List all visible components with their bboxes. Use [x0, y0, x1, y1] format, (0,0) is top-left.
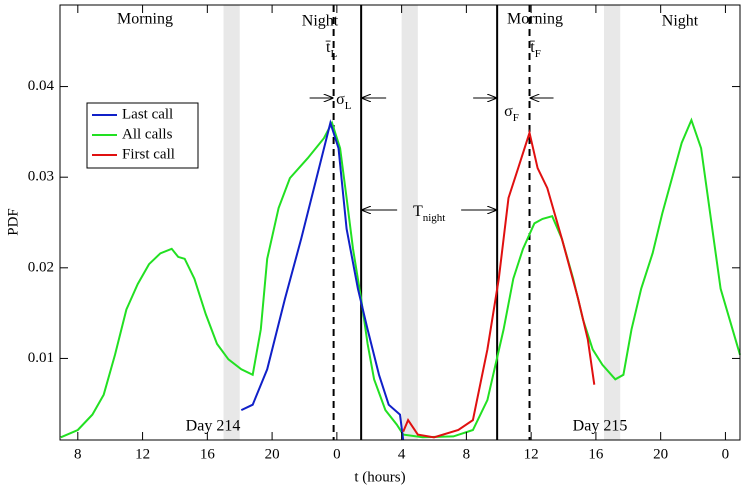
- legend-label: Last call: [122, 106, 173, 122]
- annotation-subscript: L: [345, 100, 352, 112]
- legend-label: All calls: [122, 126, 173, 142]
- annotation: t̄F: [529, 39, 540, 60]
- shaded-band: [604, 5, 621, 440]
- y-tick-label: 0.04: [28, 78, 55, 94]
- x-tick-label: 0: [722, 446, 730, 462]
- annotation: Day 214: [186, 418, 241, 435]
- x-axis-label: t (hours): [354, 469, 405, 485]
- series-line: [402, 129, 596, 439]
- x-tick-label: 4: [398, 446, 406, 462]
- annotation-subscript: L: [330, 48, 337, 60]
- x-tick-label: 20: [265, 446, 280, 462]
- annotation: σF: [504, 103, 519, 124]
- y-tick-label: 0.02: [28, 259, 54, 275]
- y-tick-label: 0.01: [28, 350, 54, 366]
- annotation: Day 215: [573, 418, 628, 435]
- annotation-symbol: t̄: [325, 39, 331, 56]
- x-tick-label: 20: [653, 446, 668, 462]
- y-axis-label: PDF: [5, 208, 21, 236]
- x-tick-label: 12: [135, 446, 150, 462]
- series-line: [240, 119, 405, 441]
- annotation-symbol: σ: [336, 91, 345, 108]
- annotation-symbol: T: [413, 203, 423, 220]
- series-line: [60, 117, 741, 439]
- legend-label: First call: [122, 146, 175, 162]
- shaded-band: [401, 5, 418, 440]
- x-tick-label: 12: [524, 446, 539, 462]
- annotation: t̄L: [325, 39, 337, 60]
- x-tick-label: 8: [74, 446, 82, 462]
- annotation: Night: [662, 13, 699, 30]
- shaded-band: [223, 5, 240, 440]
- annotation-symbol: σ: [504, 103, 513, 120]
- annotation: Morning: [117, 11, 173, 28]
- annotation-subscript: F: [513, 112, 519, 124]
- annotation: Tnight: [413, 203, 445, 224]
- plot-frame: [59, 4, 741, 441]
- annotation-subscript: F: [535, 48, 541, 60]
- annotation: Morning: [507, 11, 563, 28]
- annotation: Night: [302, 13, 339, 30]
- x-tick-label: 0: [333, 446, 341, 462]
- annotation: σL: [336, 91, 352, 112]
- x-tick-label: 16: [200, 446, 216, 462]
- y-tick-label: 0.03: [28, 169, 54, 185]
- x-tick-label: 8: [463, 446, 471, 462]
- annotation-symbol: t̄: [529, 39, 535, 56]
- annotation-subscript: night: [423, 212, 446, 224]
- x-tick-label: 16: [588, 446, 604, 462]
